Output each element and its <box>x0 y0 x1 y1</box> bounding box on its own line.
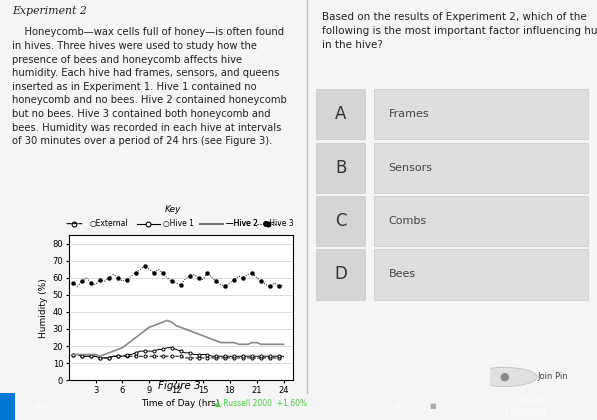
Text: Experiment 2: Experiment 2 <box>13 6 87 16</box>
Text: ○Hive 1: ○Hive 1 <box>163 218 194 228</box>
Text: ○External: ○External <box>89 218 128 228</box>
Text: Join Pin: Join Pin <box>537 373 568 381</box>
Text: Figure 3: Figure 3 <box>158 381 201 391</box>
Text: Based on the results of Experiment 2, which of the
following is the most importa: Based on the results of Experiment 2, wh… <box>322 12 597 50</box>
Bar <box>374 196 588 246</box>
Text: 11:55 AM: 11:55 AM <box>507 396 543 405</box>
Text: Frames: Frames <box>389 109 429 119</box>
Bar <box>316 249 365 299</box>
Bar <box>374 142 588 193</box>
Circle shape <box>470 368 537 386</box>
Text: —Hive 2: —Hive 2 <box>226 218 259 228</box>
Y-axis label: Humidity (%): Humidity (%) <box>39 278 48 338</box>
Text: Sensors: Sensors <box>389 163 433 173</box>
Text: A: A <box>335 105 346 123</box>
X-axis label: Time of Day (hrs): Time of Day (hrs) <box>141 399 220 408</box>
Text: GMX: GMX <box>32 403 49 410</box>
Text: Combs: Combs <box>389 216 427 226</box>
Text: 10/11/2024: 10/11/2024 <box>503 409 547 417</box>
Text: B: B <box>335 159 346 177</box>
Text: ●Hive 3: ●Hive 3 <box>226 236 257 245</box>
Text: D: D <box>334 265 347 284</box>
Text: C: C <box>335 212 346 230</box>
Text: ●: ● <box>499 372 509 382</box>
Text: Key: Key <box>165 205 181 214</box>
Text: Bees: Bees <box>389 270 416 279</box>
Text: ∧: ∧ <box>394 402 401 411</box>
Bar <box>316 89 365 139</box>
Bar <box>0 393 15 420</box>
Text: Honeycomb—wax cells full of honey—is often found
in hives. Three hives were used: Honeycomb—wax cells full of honey—is oft… <box>13 27 287 146</box>
Text: ▲ Russell 2000  +1.60%: ▲ Russell 2000 +1.60% <box>215 398 307 407</box>
Bar <box>316 142 365 193</box>
Text: ■: ■ <box>430 403 436 410</box>
Text: —Hive 2  ●Hive 3: —Hive 2 ●Hive 3 <box>226 218 294 228</box>
Bar <box>374 89 588 139</box>
Bar <box>374 249 588 299</box>
Bar <box>316 196 365 246</box>
